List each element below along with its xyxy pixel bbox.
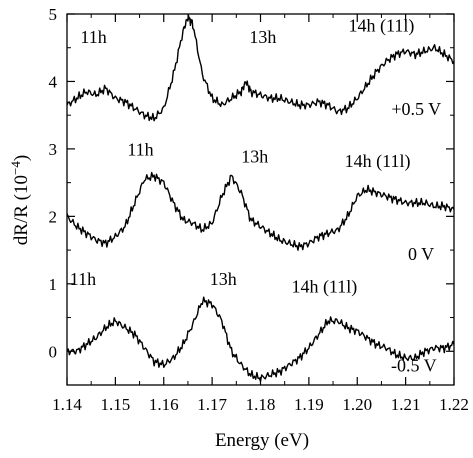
x-tick-label: 1.20 xyxy=(342,395,372,414)
y-tick-label: 3 xyxy=(49,140,58,159)
series-line xyxy=(66,296,455,382)
annotation-label: 13h xyxy=(241,146,268,166)
y-tick-label: 4 xyxy=(49,72,58,91)
annotation-label: 11h xyxy=(127,140,153,160)
y-tick-label: 0 xyxy=(49,342,58,361)
series-line xyxy=(66,14,455,122)
annotation-label: 11h xyxy=(70,269,96,289)
x-axis-label: Energy (eV) xyxy=(215,430,309,451)
annotation-label: +0.5 V xyxy=(391,99,441,119)
x-tick-label: 1.18 xyxy=(246,395,276,414)
annotation-group: 11h 13h 14h (11l) +0.5 V 11h 13h 14h (11l) 0 V 1… xyxy=(70,16,441,376)
y-axis-label: dR/R (10−4) xyxy=(8,155,32,245)
annotation-label: 14h (11l) xyxy=(345,151,411,172)
annotation-label: 13h xyxy=(249,27,276,47)
y-tick-label: 5 xyxy=(49,5,58,24)
series-line xyxy=(66,171,455,251)
y-axis-label-text: dR/R (10 xyxy=(11,175,32,245)
y-axis-label-close: ) xyxy=(11,155,32,161)
x-tick-label: 1.17 xyxy=(197,395,227,414)
x-tick-label: 1.21 xyxy=(391,395,421,414)
y-tick-label: 1 xyxy=(49,275,58,294)
x-tick-label: 1.14 xyxy=(52,395,82,414)
series-group xyxy=(66,14,455,382)
annotation-label: -0.5 V xyxy=(391,356,437,376)
annotation-label: 13h xyxy=(210,269,237,289)
x-tick-label: 1.22 xyxy=(439,395,469,414)
tick-group: 1.14 1.15 1.16 1.17 1.18 1.19 1.20 1.21 1.22 0 1 2 3… xyxy=(49,5,469,414)
annotation-label: 14h (11l) xyxy=(291,277,357,298)
x-tick-label: 1.16 xyxy=(149,395,179,414)
x-tick-label: 1.19 xyxy=(294,395,324,414)
x-tick-label: 1.15 xyxy=(101,395,131,414)
annotation-label: 11h xyxy=(80,27,106,47)
annotation-label: 14h (11l) xyxy=(349,16,415,37)
y-tick-label: 2 xyxy=(49,207,58,226)
annotation-label: 0 V xyxy=(408,244,434,264)
y-axis-label-exponent: −4 xyxy=(8,161,23,175)
